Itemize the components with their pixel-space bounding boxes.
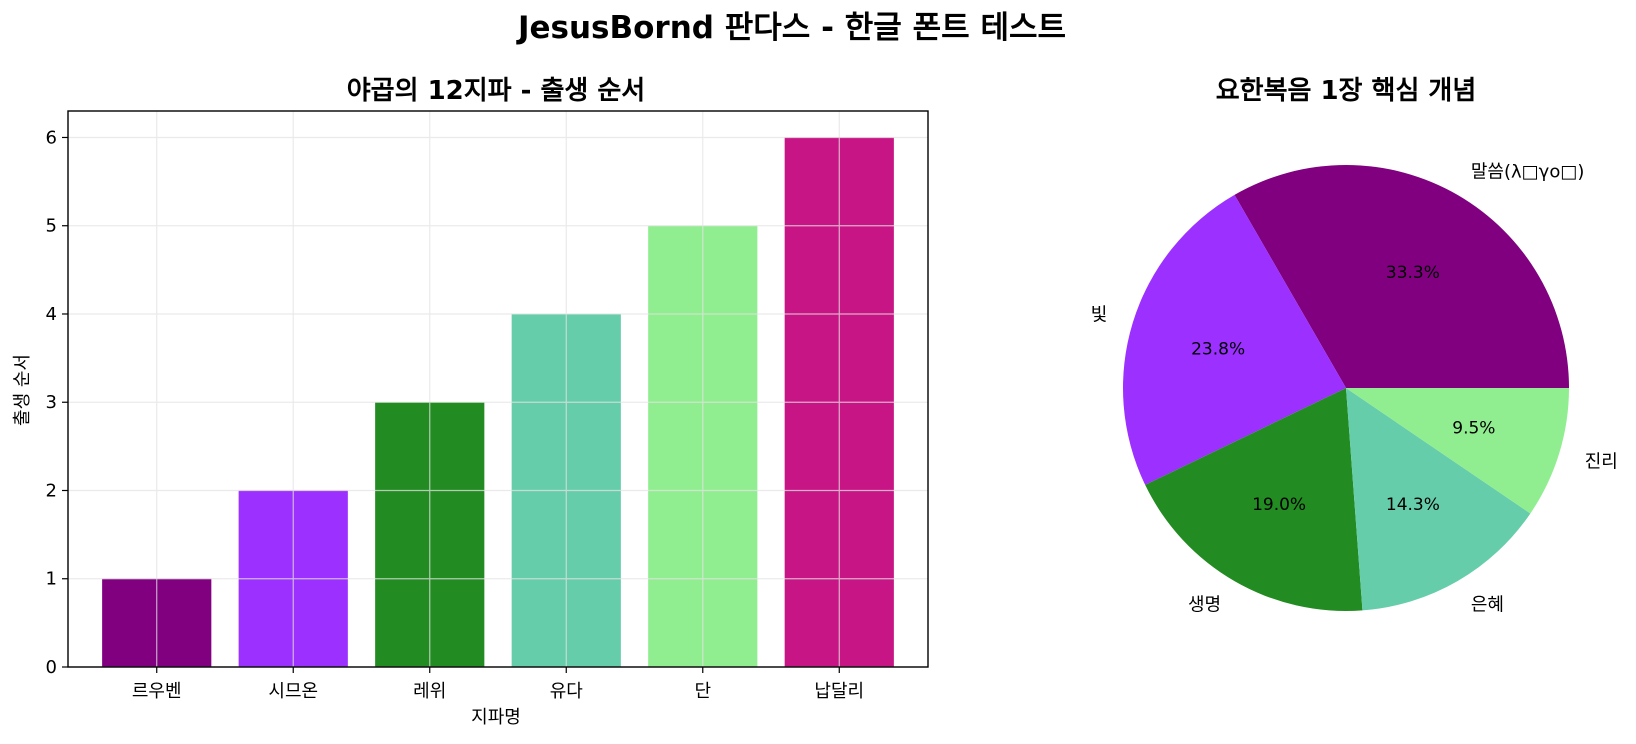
pie-slice-3	[1145, 388, 1363, 612]
pie-slice-percent: 14.3%	[1386, 495, 1440, 515]
pie-slice-label: 빛	[1091, 304, 1108, 325]
bar-y-tick-label: 6	[46, 127, 57, 148]
bar-y-tick-label: 3	[46, 392, 57, 413]
pie-chart-title: 요한복음 1장 핵심 개념	[1216, 76, 1477, 106]
pie-slice-percent: 23.8%	[1191, 340, 1245, 360]
pie-series: 말씀(λ□γο□) 33.3% 빛 23.8% 생명 19.0% 은혜 14.3% 진리 9.5%	[1091, 162, 1618, 616]
pie-slice-4	[1346, 388, 1531, 611]
bar-y-tick-label: 4	[46, 304, 57, 325]
bar-x-axis: 르우벤 시므온 레위 유다 단 납달리	[132, 667, 864, 702]
bar-y-axis: 0 1 2 3 4 5 6	[46, 127, 68, 678]
pie-slice-label: 말씀(λ□γο□)	[1471, 162, 1585, 183]
bar-y-tick-label: 5	[46, 216, 57, 237]
bar-x-tick-label: 레위	[413, 681, 446, 702]
pie-chart: 요한복음 1장 핵심 개념 말씀(λ□γο□) 33.3% 빛 23.8% 생명 19.0…	[1091, 76, 1618, 615]
bar-x-axis-label: 지파명	[471, 707, 521, 728]
pie-slice-percent: 19.0%	[1252, 495, 1306, 515]
pie-slice-5	[1346, 388, 1569, 514]
pie-slice-percent: 9.5%	[1452, 418, 1495, 438]
bar-x-tick-label: 유다	[550, 681, 584, 702]
pie-slice-label: 은혜	[1471, 594, 1504, 615]
bar-x-tick-label: 르우벤	[132, 681, 182, 702]
bar-y-tick-label: 0	[46, 657, 57, 678]
pie-slice-2	[1123, 194, 1346, 485]
bar-x-tick-label: 시므온	[268, 681, 318, 702]
pie-slice-label: 생명	[1188, 594, 1221, 615]
figure-suptitle: JesusBornd 판다스 - 한글 폰트 테스트	[516, 10, 1066, 46]
pie-slice-label: 진리	[1585, 452, 1618, 473]
bar-chart: 야곱의 12지파 - 출생 순서 르우벤 시므온 레위 유다 단 납달리 0123456 …	[12, 76, 929, 728]
bar-plot-frame	[67, 110, 929, 668]
bar-x-tick-label: 단	[694, 681, 711, 702]
bar-y-tick-label: 2	[46, 480, 57, 501]
bar-x-tick-label: 납달리	[814, 681, 864, 702]
bar-chart-title: 야곱의 12지파 - 출생 순서	[347, 76, 645, 106]
pie-slice-1	[1234, 164, 1569, 388]
pie-slice-percent: 33.3%	[1386, 263, 1440, 283]
bar-y-axis-label: 출생 순서	[12, 354, 33, 426]
bar-y-tick-label: 1	[46, 569, 57, 590]
